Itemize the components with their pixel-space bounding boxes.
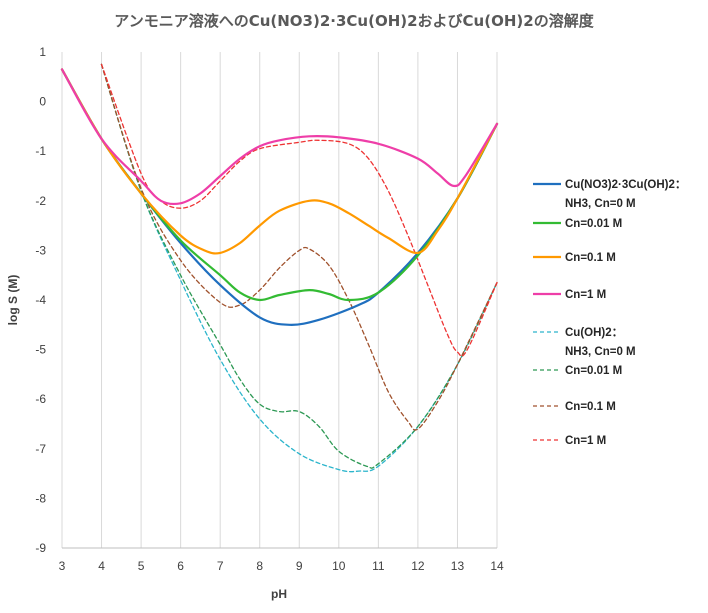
y-tick-label: -9	[35, 541, 46, 555]
y-tick-label: 0	[39, 95, 46, 109]
series-line-1	[60, 68, 499, 302]
x-tick-label: 8	[256, 559, 263, 573]
series-line-5	[100, 63, 498, 469]
x-tick-label: 9	[296, 559, 303, 573]
series-line-3	[60, 68, 499, 206]
legend-label-0: Cu(NO3)2·3Cu(OH)2：	[565, 179, 686, 191]
y-axis-label: log S (M)	[6, 275, 20, 326]
x-tick-label: 6	[177, 559, 184, 573]
y-tick-label: -1	[35, 144, 46, 158]
series-line-7	[100, 63, 498, 357]
x-tick-labels: 3 4 5 6 7 8 9 10 11 12 13 14	[59, 559, 504, 573]
x-tick-label: 5	[138, 559, 145, 573]
series-lines	[60, 63, 499, 473]
grid-lines	[61, 52, 498, 549]
legend-label-5: Cn=0.01 M	[565, 365, 622, 377]
y-tick-label: 1	[39, 45, 46, 59]
y-tick-label: -2	[35, 194, 46, 208]
legend-label-1: Cn=0.01 M	[565, 218, 622, 230]
x-tick-label: 12	[411, 559, 425, 573]
x-tick-label: 10	[332, 559, 346, 573]
y-tick-label: -5	[35, 343, 46, 357]
y-tick-label: -3	[35, 243, 46, 257]
x-tick-label: 14	[490, 559, 504, 573]
legend: Cu(NO3)2·3Cu(OH)2： NH3, Cn=0 M Cn=0.01 M Cn…	[533, 179, 686, 447]
chart-title: アンモニア溶液へのCu(NO3)2·3Cu(OH)2およびCu(OH)2の溶解度	[114, 12, 594, 30]
y-tick-label: -4	[35, 293, 46, 307]
legend-label-4-line2: NH3, Cn=0 M	[565, 346, 636, 358]
legend-label-2: Cn=0.1 M	[565, 252, 616, 264]
legend-label-3: Cn=1 M	[565, 289, 606, 301]
x-tick-label: 3	[59, 559, 66, 573]
x-axis-label: pH	[271, 587, 287, 601]
y-tick-label: -6	[35, 392, 46, 406]
series-line-0	[60, 68, 499, 326]
legend-label-7: Cn=1 M	[565, 435, 606, 447]
legend-label-4: Cu(OH)2：	[565, 327, 623, 339]
x-tick-label: 11	[372, 559, 385, 573]
legend-label-0-line2: NH3, Cn=0 M	[565, 198, 636, 210]
y-tick-labels: 1 0 -1 -2 -3 -4 -5 -6 -7 -8 -9	[35, 45, 46, 555]
x-tick-label: 7	[217, 559, 224, 573]
x-tick-label: 4	[98, 559, 105, 573]
y-tick-label: -8	[35, 491, 46, 505]
y-tick-label: -7	[35, 442, 46, 456]
legend-label-6: Cn=0.1 M	[565, 401, 616, 413]
series-line-6	[100, 63, 498, 431]
series-line-2	[60, 68, 499, 255]
x-tick-label: 13	[451, 559, 465, 573]
